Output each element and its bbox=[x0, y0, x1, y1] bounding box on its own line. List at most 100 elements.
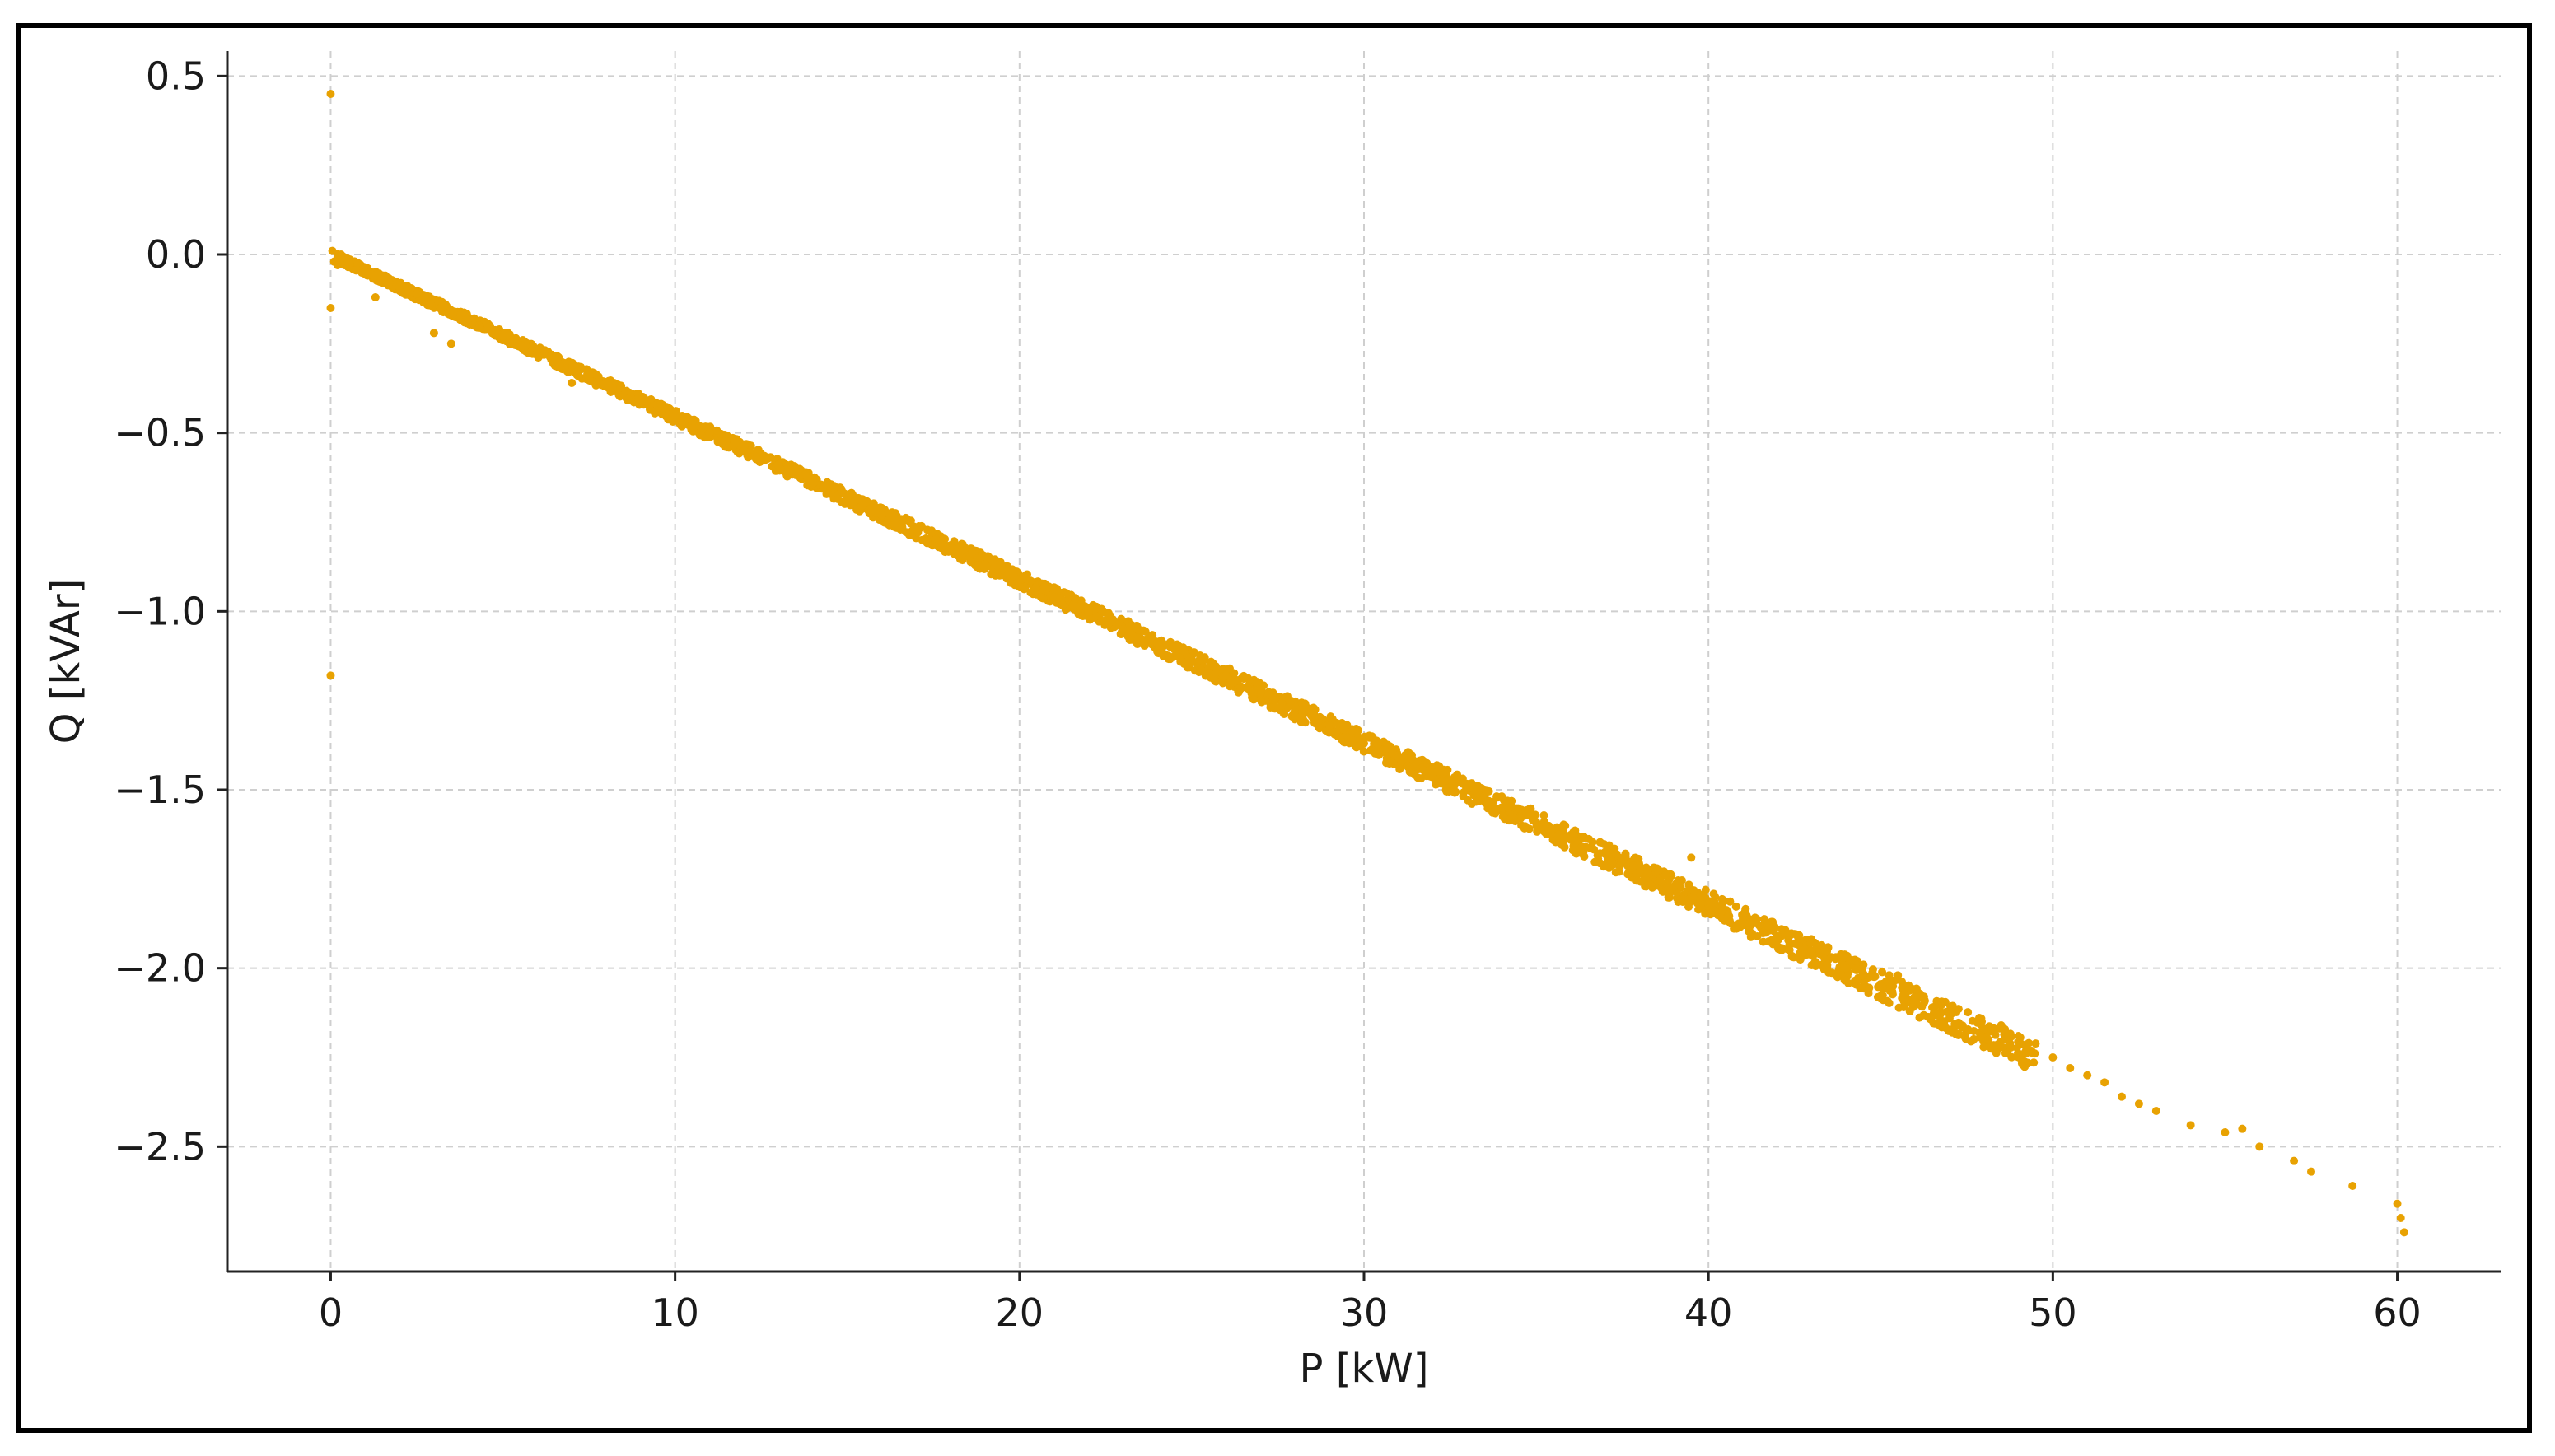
data-point bbox=[594, 372, 603, 381]
data-point bbox=[689, 415, 698, 424]
data-point bbox=[1007, 578, 1016, 587]
data-point bbox=[1062, 589, 1071, 598]
data-point bbox=[1443, 765, 1452, 774]
data-point bbox=[927, 541, 937, 550]
data-point bbox=[420, 295, 429, 304]
data-point bbox=[1764, 937, 1773, 946]
data-point bbox=[859, 501, 868, 510]
data-point bbox=[2030, 1058, 2039, 1067]
data-point bbox=[892, 514, 901, 523]
data-point bbox=[1911, 992, 1920, 1001]
data-point bbox=[1068, 601, 1077, 610]
data-point bbox=[1558, 823, 1567, 832]
data-point bbox=[2399, 1228, 2408, 1237]
y-axis-title: Q [kVAr] bbox=[43, 579, 89, 744]
data-point bbox=[1868, 972, 1877, 981]
data-point bbox=[1753, 932, 1762, 941]
data-point bbox=[946, 543, 955, 552]
data-point bbox=[1984, 1035, 1993, 1044]
data-point bbox=[1899, 990, 1908, 999]
data-point bbox=[1210, 675, 1219, 684]
data-point bbox=[464, 315, 473, 323]
data-point bbox=[981, 561, 989, 569]
data-point bbox=[1526, 811, 1535, 820]
data-point bbox=[1876, 982, 1885, 991]
data-point bbox=[1785, 945, 1794, 954]
data-point bbox=[1428, 771, 1437, 780]
data-point bbox=[1256, 689, 1265, 698]
data-point bbox=[1720, 897, 1729, 906]
data-point bbox=[1795, 931, 1804, 940]
data-point bbox=[2238, 1124, 2247, 1133]
data-point bbox=[2221, 1128, 2230, 1136]
data-point bbox=[937, 542, 946, 551]
data-point bbox=[1249, 695, 1259, 704]
data-point bbox=[1141, 627, 1150, 636]
data-point bbox=[1509, 814, 1518, 823]
data-point bbox=[1750, 918, 1759, 927]
data-point bbox=[1842, 964, 1851, 973]
data-point bbox=[1590, 845, 1599, 854]
data-point bbox=[377, 275, 386, 284]
data-point bbox=[2005, 1034, 2014, 1043]
data-point bbox=[1265, 690, 1274, 699]
data-point bbox=[927, 526, 937, 535]
data-point bbox=[1221, 671, 1231, 680]
data-point bbox=[1833, 953, 1843, 962]
data-point bbox=[429, 329, 438, 338]
data-point bbox=[1021, 575, 1030, 584]
data-point bbox=[1237, 684, 1246, 693]
data-point bbox=[2290, 1156, 2299, 1165]
data-point bbox=[1600, 850, 1609, 858]
data-point bbox=[1311, 719, 1320, 728]
data-point bbox=[2083, 1071, 2092, 1080]
data-point bbox=[1218, 679, 1227, 688]
data-point bbox=[616, 383, 625, 392]
data-point bbox=[1371, 749, 1380, 758]
data-point bbox=[877, 511, 886, 520]
data-point bbox=[1851, 955, 1860, 964]
data-point bbox=[1878, 968, 1887, 977]
data-point bbox=[1731, 902, 1740, 911]
data-point bbox=[960, 544, 969, 553]
data-point bbox=[1908, 1002, 1917, 1011]
data-point bbox=[573, 371, 582, 380]
data-point bbox=[1532, 818, 1541, 826]
data-point bbox=[1687, 853, 1696, 862]
data-point bbox=[1125, 636, 1134, 644]
data-point bbox=[2151, 1107, 2160, 1115]
data-point bbox=[2348, 1182, 2357, 1190]
data-point bbox=[413, 289, 421, 298]
data-point bbox=[395, 282, 404, 291]
data-point bbox=[1759, 928, 1768, 937]
data-point bbox=[1833, 968, 1843, 977]
data-point bbox=[1670, 882, 1679, 890]
data-point bbox=[333, 261, 342, 269]
data-point bbox=[1968, 1036, 1977, 1045]
data-point bbox=[533, 347, 542, 355]
data-point bbox=[1413, 773, 1422, 782]
data-point bbox=[326, 90, 335, 98]
data-point bbox=[1840, 950, 1849, 959]
data-point bbox=[1328, 715, 1337, 724]
data-point bbox=[361, 268, 370, 277]
data-point bbox=[1177, 656, 1186, 665]
y-tick-label: 0.5 bbox=[146, 54, 206, 98]
data-point bbox=[1493, 793, 1502, 802]
x-tick-label: 20 bbox=[996, 1290, 1044, 1335]
data-point bbox=[1205, 669, 1214, 678]
data-point bbox=[1071, 594, 1080, 603]
data-point bbox=[1472, 797, 1481, 806]
data-point bbox=[460, 308, 469, 317]
data-point bbox=[1089, 600, 1098, 609]
data-point bbox=[1187, 657, 1196, 665]
data-point bbox=[1888, 990, 1897, 999]
data-point bbox=[1463, 786, 1472, 794]
data-point bbox=[1864, 986, 1873, 995]
data-point bbox=[784, 466, 793, 475]
data-point bbox=[1266, 702, 1275, 712]
data-point bbox=[2255, 1142, 2264, 1151]
data-point bbox=[1697, 904, 1706, 913]
data-point bbox=[1706, 910, 1715, 919]
data-point bbox=[1338, 725, 1348, 734]
